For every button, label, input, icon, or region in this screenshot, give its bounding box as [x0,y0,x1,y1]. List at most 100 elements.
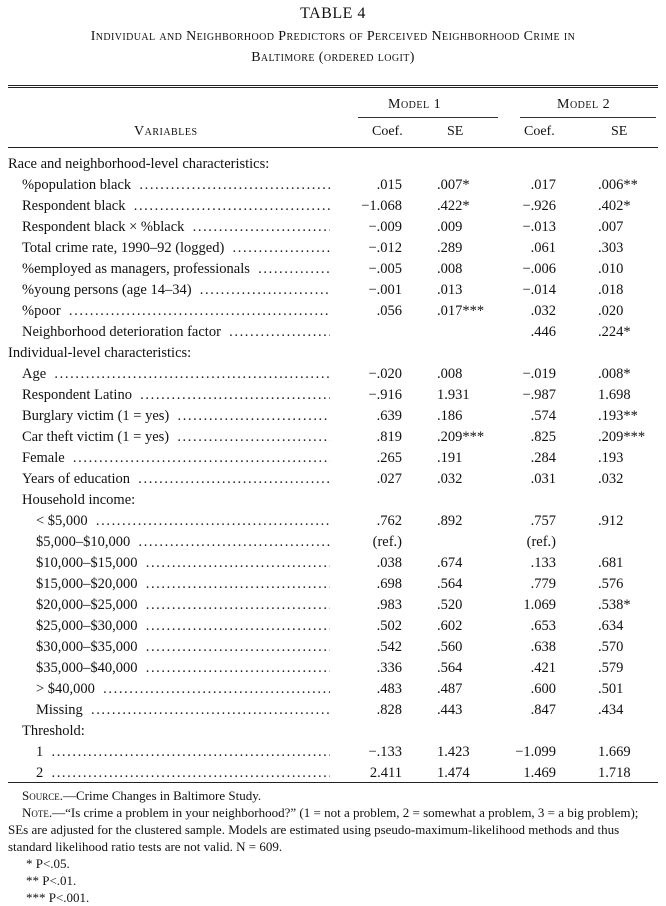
model2-coef-cell: .446 [530,324,556,340]
table-row: %employed as managers, professionals ...… [0,259,666,280]
table-row: $15,000–$20,000 ........................… [0,574,666,595]
row-label-text: < $5,000 [36,513,91,529]
row-label-text: $15,000–$20,000 [36,576,141,592]
model1-coef-cell: −.133 [368,744,402,760]
model2-coef-cell: −1.099 [515,744,556,760]
model1-se-cell: .186 [437,408,463,424]
table-body: Race and neighborhood-level characterist… [0,154,666,784]
row-label: Age ....................................… [22,364,330,385]
model2-coef-cell: .638 [530,639,556,655]
table-row: Threshold: [0,721,666,742]
row-label: Female .................................… [22,448,330,469]
model1-coef-cell: .542 [376,639,402,655]
table-row: Respondent black .......................… [0,196,666,217]
row-label-text: Household income: [22,492,139,508]
model1-se-cell: .032 [437,471,463,487]
model1-se-cell: 1.931 [437,387,470,403]
table-row: $25,000–$30,000 ........................… [0,616,666,637]
row-label: Individual-level characteristics: [8,343,368,364]
table-row: Total crime rate, 1990–92 (logged) .....… [0,238,666,259]
model1-rule [358,117,498,118]
leader-dots: ........................................… [133,198,330,214]
leader-dots: ........................................… [145,555,330,571]
model2-coef-cell: −.006 [522,261,556,277]
row-label: Total crime rate, 1990–92 (logged) .....… [22,238,330,259]
model2-se-cell: 1.669 [598,744,631,760]
model1-coef-cell: .639 [376,408,402,424]
leader-dots: ........................................… [145,639,330,655]
row-label: $15,000–$20,000 ........................… [36,574,330,595]
model1-coef-cell: .265 [376,450,402,466]
row-label: Missing ................................… [36,700,330,721]
table-row: Age ....................................… [0,364,666,385]
model1-se-cell: .191 [437,450,463,466]
variables-header: Variables [134,124,198,139]
model1-se-cell: .008 [437,366,463,382]
source-note: Source.—Crime Changes in Baltimore Study… [8,787,656,804]
model1-coef-cell: −.020 [368,366,402,382]
model2-se-cell: .193 [598,450,624,466]
model1-coef-cell: −.005 [368,261,402,277]
row-label: Respondent Latino ......................… [22,385,330,406]
model2-se-cell: .434 [598,702,624,718]
model2-se-cell: .008* [598,366,631,382]
table-title: Individual and Neighborhood Predictors o… [20,26,646,68]
table-row: Race and neighborhood-level characterist… [0,154,666,175]
model1-coef-cell: .828 [376,702,402,718]
model1-coef-cell: −.009 [368,219,402,235]
model2-se-cell: .018 [598,282,624,298]
row-label-text: $25,000–$30,000 [36,618,141,634]
model1-coef-cell: .819 [376,429,402,445]
model1-se-cell: 1.474 [437,765,470,781]
leader-dots: ........................................… [145,576,330,592]
model1-header: Model 1 [388,97,442,112]
model2-coef-cell: .757 [530,513,556,529]
leader-dots: ........................................… [258,261,330,277]
leader-dots: ........................................… [54,366,330,382]
significance-note-2: ** P<.01. [26,873,77,888]
model2-se-cell: .209*** [598,429,646,445]
row-label: %population black ......................… [22,175,330,196]
model2-se-cell: .681 [598,555,624,571]
source-label: Source. [22,788,63,803]
table-title-line-1: Individual and Neighborhood Predictors o… [90,29,576,44]
model1-se-cell: .520 [437,597,463,613]
row-label-text: Car theft victim (1 = yes) [22,429,173,445]
table-row: $5,000–$10,000 .........................… [0,532,666,553]
model1-coef-cell: .056 [376,303,402,319]
model2-header: Model 2 [557,97,611,112]
table-row: Female .................................… [0,448,666,469]
leader-dots: ........................................… [232,240,330,256]
table-row: Missing ................................… [0,700,666,721]
model1-se-cell: .892 [437,513,463,529]
row-label-text: Neighborhood deterioration factor [22,324,224,340]
model2-coef-cell: .032 [530,303,556,319]
row-label-text: Age [22,366,50,382]
row-label: Burglary victim (1 = yes) ..............… [22,406,330,427]
leader-dots: ........................................… [51,744,330,760]
model1-se-cell: .007* [437,177,470,193]
model1-coef-cell: .038 [376,555,402,571]
table-row: Car theft victim (1 = yes) .............… [0,427,666,448]
model2-coef-cell: −.019 [522,366,556,382]
model2-se-cell: .501 [598,681,624,697]
leader-dots: ........................................… [90,702,330,718]
bottom-rule [8,782,658,783]
table-row: Respondent Latino ......................… [0,385,666,406]
model2-coef-cell: .017 [530,177,556,193]
row-label: $35,000–$40,000 ........................… [36,658,330,679]
row-label: $10,000–$15,000 ........................… [36,553,330,574]
row-label-text: Years of education [22,471,134,487]
model1-se-header: SE [447,124,464,139]
model2-coef-cell: .574 [530,408,556,424]
model2-coef-cell: .284 [530,450,556,466]
table-row: $35,000–$40,000 ........................… [0,658,666,679]
model1-coef-cell: .336 [376,660,402,676]
row-label-text: 1 [36,744,47,760]
row-label-text: $5,000–$10,000 [36,534,134,550]
model2-se-cell: .634 [598,618,624,634]
model2-se-cell: .020 [598,303,624,319]
model2-se-cell: .912 [598,513,624,529]
row-label: $30,000–$35,000 ........................… [36,637,330,658]
model1-se-cell: .008 [437,261,463,277]
